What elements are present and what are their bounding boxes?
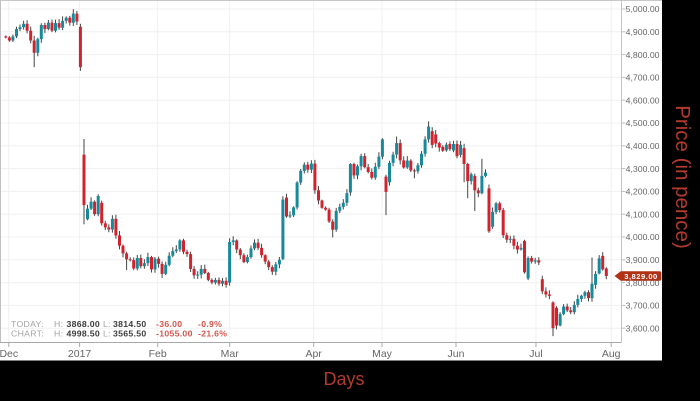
svg-text:4,500.00: 4,500.00: [626, 118, 660, 128]
svg-text:3868.00: 3868.00: [67, 319, 101, 329]
svg-text:4,900.00: 4,900.00: [626, 27, 660, 37]
svg-text:3,600.00: 3,600.00: [626, 323, 660, 333]
svg-text:4,700.00: 4,700.00: [626, 73, 660, 83]
svg-text:Days: Days: [323, 369, 364, 389]
svg-text:3,829.00: 3,829.00: [624, 272, 658, 281]
svg-text:H:: H:: [54, 319, 63, 329]
svg-text:L:: L:: [103, 328, 111, 338]
svg-text:4,600.00: 4,600.00: [626, 95, 660, 105]
svg-text:L:: L:: [103, 319, 111, 329]
svg-text:CHART:: CHART:: [11, 328, 44, 338]
svg-text:4,300.00: 4,300.00: [626, 164, 660, 174]
svg-text:Apr: Apr: [306, 348, 323, 360]
svg-text:3,800.00: 3,800.00: [626, 278, 660, 288]
svg-text:H:: H:: [54, 328, 63, 338]
svg-text:Jun: Jun: [448, 348, 465, 360]
svg-text:Price (in pence): Price (in pence): [671, 105, 694, 249]
svg-text:4,000.00: 4,000.00: [626, 232, 660, 242]
svg-text:3814.50: 3814.50: [113, 319, 147, 329]
svg-text:Feb: Feb: [149, 348, 167, 360]
svg-text:4,800.00: 4,800.00: [626, 50, 660, 60]
svg-text:May: May: [372, 348, 393, 360]
svg-text:5,000.00: 5,000.00: [626, 4, 660, 14]
svg-text:2017: 2017: [68, 348, 92, 360]
svg-text:4998.50: 4998.50: [67, 328, 101, 338]
svg-text:Mar: Mar: [221, 348, 240, 360]
svg-text:4,400.00: 4,400.00: [626, 141, 660, 151]
svg-text:-21.6%: -21.6%: [198, 328, 227, 338]
svg-text:Jul: Jul: [529, 348, 542, 360]
svg-text:4,200.00: 4,200.00: [626, 187, 660, 197]
svg-text:-1055.00: -1055.00: [156, 328, 193, 338]
svg-text:4,100.00: 4,100.00: [626, 209, 660, 219]
svg-text:Aug: Aug: [602, 348, 621, 360]
svg-text:-0.9%: -0.9%: [198, 319, 222, 329]
svg-text:3,700.00: 3,700.00: [626, 301, 660, 311]
svg-text:3,900.00: 3,900.00: [626, 255, 660, 265]
svg-text:Dec: Dec: [0, 348, 18, 360]
svg-text:3565.50: 3565.50: [113, 328, 147, 338]
svg-text:-36.00: -36.00: [156, 319, 182, 329]
svg-text:TODAY:: TODAY:: [11, 319, 44, 329]
